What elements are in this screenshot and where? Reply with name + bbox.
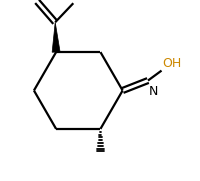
Polygon shape xyxy=(52,22,60,52)
Text: N: N xyxy=(149,85,158,98)
Text: OH: OH xyxy=(162,57,181,70)
